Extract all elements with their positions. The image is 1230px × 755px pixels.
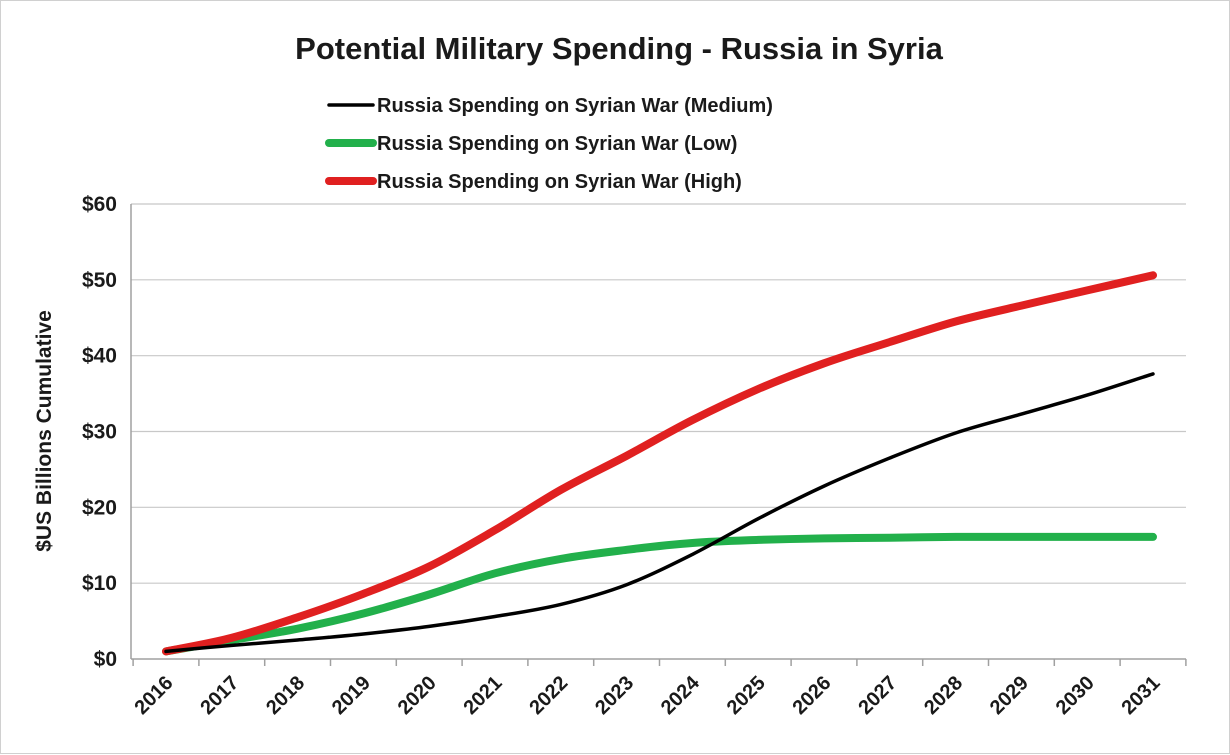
chart-title: Potential Military Spending - Russia in … xyxy=(295,31,943,66)
x-tick-label: 2026 xyxy=(789,672,836,719)
x-tick-label: 2016 xyxy=(131,672,178,719)
gridlines xyxy=(131,203,1186,584)
x-tick-label: 2021 xyxy=(460,672,507,719)
x-tick-label: 2018 xyxy=(262,672,309,719)
series-line-high xyxy=(162,271,1157,656)
x-tick-label: 2020 xyxy=(394,672,441,719)
y-tick-label: $10 xyxy=(82,572,117,595)
legend: Russia Spending on Syrian War (Medium) Ru… xyxy=(325,95,773,193)
legend-label: Russia Spending on Syrian War (High) xyxy=(377,171,742,193)
y-tick-label: $30 xyxy=(82,421,117,444)
x-tick-label: 2022 xyxy=(525,672,572,719)
x-tick-label: 2031 xyxy=(1118,672,1165,719)
series-line-medium xyxy=(164,372,1155,654)
x-tick-label: 2025 xyxy=(723,672,770,719)
legend-label: Russia Spending on Syrian War (Low) xyxy=(377,133,737,155)
y-tick-label: $20 xyxy=(82,496,117,519)
x-tick-label: 2027 xyxy=(854,672,901,719)
x-tick-label: 2023 xyxy=(591,672,638,719)
x-tick-label: 2028 xyxy=(920,672,967,719)
x-tick-labels: 2016 2017 2018 2019 2020 2021 2022 2023 2024 2025… xyxy=(131,671,1165,719)
x-tick-label: 2017 xyxy=(196,672,243,719)
series-lines xyxy=(162,271,1157,656)
y-tick-label: $0 xyxy=(94,648,117,671)
legend-label: Russia Spending on Syrian War (Medium) xyxy=(377,95,773,117)
axes xyxy=(130,204,1187,666)
y-axis-label: $US Billions Cumulative xyxy=(33,310,56,552)
y-tick-label: $60 xyxy=(82,193,117,216)
y-tick-label: $50 xyxy=(82,269,117,292)
x-tick-label: 2019 xyxy=(328,672,375,719)
y-tick-label: $40 xyxy=(82,345,117,368)
x-tick-label: 2030 xyxy=(1052,672,1099,719)
x-tick-label: 2029 xyxy=(986,672,1033,719)
x-tick-label: 2024 xyxy=(657,671,705,719)
y-tick-labels: $0 $10 $20 $30 $40 $50 $60 xyxy=(82,193,117,671)
series-line-low xyxy=(162,532,1157,656)
